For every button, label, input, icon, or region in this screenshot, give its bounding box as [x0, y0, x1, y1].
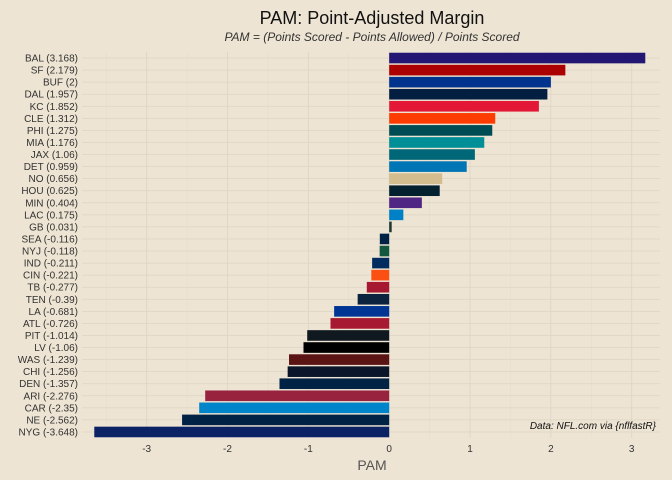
bar [371, 269, 390, 281]
category-label: CAR (-2.35) [25, 403, 78, 414]
bar [389, 100, 539, 112]
bar [379, 245, 390, 257]
bar [366, 281, 390, 293]
bar [205, 390, 390, 402]
bar [199, 402, 390, 414]
category-label: KC (1.852) [30, 102, 78, 113]
category-label: NYG (-3.648) [19, 427, 78, 438]
bar [303, 342, 390, 353]
category-label: TB (-0.277) [27, 283, 78, 294]
category-label: MIA (1.176) [26, 138, 78, 149]
bar [389, 76, 551, 88]
bar [389, 197, 422, 209]
category-label: SEA (-0.116) [21, 234, 78, 245]
bar [389, 185, 440, 197]
bar [94, 426, 390, 438]
bar [389, 88, 548, 100]
bar [389, 173, 443, 184]
x-tick-label: 3 [629, 444, 635, 455]
category-label: ATL (-0.726) [23, 319, 78, 330]
chart-caption: Data: NFL.com via {nflfastR} [530, 421, 657, 432]
bar [389, 161, 467, 172]
bar [279, 378, 390, 390]
bar [389, 149, 475, 160]
bar [357, 293, 390, 305]
x-tick-label: 2 [548, 444, 554, 455]
bar [389, 125, 493, 136]
category-label: MIN (0.404) [25, 198, 78, 209]
category-label: WAS (-1.239) [18, 355, 78, 366]
category-label: ARI (-2.276) [24, 391, 78, 402]
bar [389, 64, 566, 76]
bars [94, 52, 646, 438]
bar [389, 113, 496, 124]
bar [389, 221, 392, 233]
category-label: HOU (0.625) [21, 186, 78, 197]
x-axis-title: PAM [357, 457, 386, 473]
category-label: BAL (3.168) [25, 54, 78, 65]
category-label: PIT (-1.014) [25, 331, 78, 342]
category-label: IND (-0.211) [24, 259, 78, 270]
bar [372, 257, 390, 269]
category-label: NO (0.656) [29, 174, 78, 185]
category-label: LA (-0.681) [29, 307, 78, 318]
x-tick-label: 0 [386, 444, 392, 455]
bar [389, 209, 404, 221]
category-label: CLE (1.312) [24, 114, 78, 125]
category-label: PHI (1.275) [27, 126, 78, 137]
category-label: BUF (2) [43, 78, 78, 89]
bar [389, 52, 646, 64]
bar [182, 414, 390, 426]
category-label: LAC (0.175) [24, 210, 78, 221]
x-tick-label: -3 [142, 444, 151, 455]
x-tick-label: -1 [304, 444, 313, 455]
x-tick-label: 1 [467, 444, 473, 455]
chart-title: PAM: Point-Adjusted Margin [260, 8, 485, 28]
category-label: TEN (-0.39) [26, 295, 78, 306]
bar [289, 354, 390, 365]
category-label: SF (2.179) [31, 66, 78, 77]
category-label: GB (0.031) [29, 222, 78, 233]
x-tick-label: -2 [223, 444, 232, 455]
category-labels: BAL (3.168)SF (2.179)BUF (2)DAL (1.957)K… [18, 54, 78, 439]
category-label: JAX (1.06) [31, 150, 78, 161]
x-tick-labels: -3 -2 -1 0 1 2 3 [142, 444, 635, 455]
bar [334, 306, 390, 317]
category-label: DET (0.959) [24, 162, 78, 173]
category-label: LV (-1.06) [34, 343, 78, 354]
bar [330, 318, 390, 329]
chart-subtitle: PAM = (Points Scored - Points Allowed) /… [224, 30, 519, 44]
bar [287, 366, 390, 377]
category-label: DAL (1.957) [24, 90, 78, 101]
bar [389, 137, 485, 148]
bar [379, 233, 390, 245]
category-label: NYJ (-0.118) [22, 247, 78, 258]
category-label: NE (-2.562) [26, 415, 78, 426]
bar [307, 330, 390, 341]
category-label: CHI (-1.256) [23, 367, 78, 378]
category-label: DEN (-1.357) [19, 379, 78, 390]
category-label: CIN (-0.221) [23, 271, 78, 282]
